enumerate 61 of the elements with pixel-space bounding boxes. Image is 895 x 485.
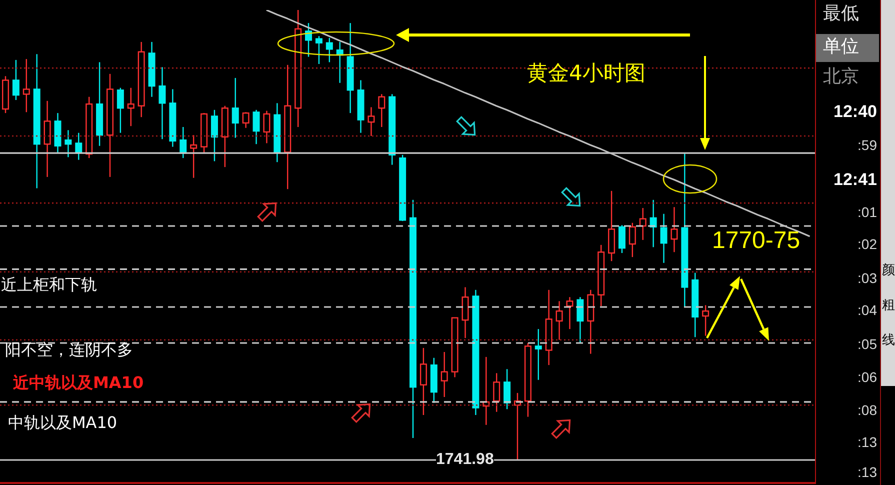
candlestick [670,206,678,253]
candlestick [660,213,668,264]
text: :13 [858,434,877,450]
candlestick [702,304,710,336]
candlestick [608,190,616,262]
candlestick [232,77,239,138]
candlestick [378,94,386,128]
candlestick [576,296,584,344]
text: 12:40 [834,102,877,121]
candlestick [628,222,636,258]
annotation: 1741.98 [436,451,494,468]
candlestick [210,109,218,162]
candlestick [44,100,51,178]
text: 单位 [823,36,859,57]
text: :05 [858,336,877,352]
annotation: 中轨以及MA10 [8,413,118,432]
candlestick [75,132,82,160]
text: 12:41 [834,170,877,189]
candlestick [116,87,124,134]
candlestick [315,36,322,65]
candlestick [618,224,626,254]
text: 线 [882,333,895,348]
candlestick [305,22,312,58]
text: :02 [858,236,877,252]
candlestick [556,300,563,340]
candlestick [420,347,427,416]
candlestick [462,286,469,339]
annotation: 1770-75 [712,227,800,254]
candlestick [158,66,166,140]
candlestick [190,134,198,178]
candlestick [12,59,20,101]
text: :59 [858,137,877,153]
candlestick [22,58,30,113]
annotation: 近上柜和下轨 [1,275,97,294]
text: 北京 [823,66,859,87]
candlestick [127,87,134,127]
text: :04 [858,302,877,318]
candlestick [180,126,187,159]
candlestick [493,372,500,412]
annotation: 阳不空，连阴不多 [5,340,133,359]
candlestick [242,112,250,128]
candlestick [504,368,511,410]
text: :13 [858,464,877,480]
text: :08 [858,402,877,418]
candlestick [440,351,448,398]
text: 颜 [882,263,895,278]
text: :03 [858,270,877,286]
text: 黄金4小时图 [527,61,646,85]
candlestick [534,328,542,380]
candlestick [566,296,574,330]
text: :01 [858,204,877,220]
annotation: 近中轨以及MA10 [13,373,144,392]
text: 粗 [882,298,895,313]
text: 最低 [823,3,859,24]
candlestick [368,106,375,137]
candlestick [639,207,646,241]
candlestick [263,110,270,144]
candlestick [64,130,72,158]
candlestick [326,37,333,63]
text: :06 [858,369,877,385]
candlestick [252,109,260,145]
